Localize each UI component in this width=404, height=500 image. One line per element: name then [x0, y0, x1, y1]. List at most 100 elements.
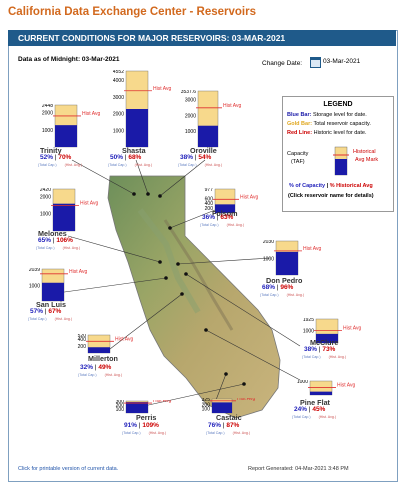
reservoir-name-link[interactable]: Perris	[136, 413, 157, 422]
tick-label: 100	[116, 407, 125, 413]
reservoir-name-link[interactable]: McClure	[310, 338, 339, 347]
reservoir-chart[interactable]: Hist Avg 2448 2000 1000	[31, 104, 113, 148]
reservoir-name-link[interactable]: San Luis	[36, 300, 66, 309]
percent-captions: (Total Cap.) (Hist. Avg.)	[36, 246, 81, 250]
storage-bar	[198, 125, 218, 147]
reservoir-name-link[interactable]: Don Pedro	[266, 276, 303, 285]
tick-label: 2000	[40, 194, 51, 200]
hist-avg-label: Hist Avg	[237, 398, 255, 402]
hist-avg-label: Hist Avg	[337, 383, 355, 389]
storage-bar	[55, 125, 77, 147]
storage-bar	[53, 203, 75, 231]
tick-label: 4552	[113, 70, 124, 75]
reservoir-chart[interactable]: Hist Avg 1000	[286, 380, 368, 396]
storage-bar	[316, 333, 338, 343]
reservoir-chart[interactable]: Hist Avg 2030 1000	[252, 240, 334, 276]
percent-captions: (Total Cap.) (Hist. Avg.)	[28, 317, 73, 321]
legend-capacity: Capacity	[287, 151, 309, 157]
storage-bar	[215, 204, 235, 213]
hist-avg-label: Hist Avg	[223, 103, 241, 109]
panel-header: CURRENT CONDITIONS FOR MAJOR RESERVOIRS:…	[8, 30, 396, 46]
hist-avg-label: Hist Avg	[115, 336, 133, 342]
connector-lines	[49, 159, 301, 407]
pct-separator: |	[123, 154, 129, 161]
hist-avg-label: Hist Avg	[82, 111, 100, 117]
tick-label: 1000	[303, 329, 314, 335]
reservoir-chart[interactable]: Hist Avg 4552 4000 3000 2000 1000	[102, 70, 184, 148]
reservoir-chart[interactable]: Hist Avg 1925 1000	[292, 318, 374, 344]
percent-values: 52% | 70%	[40, 154, 71, 161]
pct-capacity: 76%	[208, 422, 222, 429]
change-date-value[interactable]: 03-Mar-2021	[323, 58, 361, 65]
change-date-label: Change Date:	[262, 60, 303, 67]
pct-hist: 68%	[128, 154, 142, 161]
tick-label: 200	[202, 402, 211, 408]
pct-hist: 54%	[198, 154, 212, 161]
percent-values: 38% | 73%	[304, 346, 335, 353]
page-title: California Data Exchange Center - Reserv…	[8, 6, 256, 18]
pct-hist: 45%	[312, 406, 326, 413]
percent-captions: (Total Cap.) (Hist. Avg.)	[108, 163, 153, 167]
pct-capacity: 38%	[180, 154, 194, 161]
reservoir-name-link[interactable]: Folsom	[212, 209, 238, 218]
storage-bar	[310, 391, 332, 395]
tick-label: 325	[202, 398, 211, 403]
reservoir-chart[interactable]: Hist Avg 2039 1000	[18, 268, 100, 302]
tick-label: 1000	[297, 380, 308, 385]
hist-avg-label: Hist Avg	[240, 194, 258, 200]
storage-bar	[276, 251, 298, 275]
percent-values: 68% | 96%	[262, 284, 293, 291]
reservoir-name-link[interactable]: Millerton	[88, 354, 118, 363]
pct-separator: |	[215, 214, 221, 221]
pct-hist: 87%	[226, 422, 240, 429]
percent-captions: (Total Cap.) (Hist. Avg.)	[302, 355, 347, 359]
reservoir-name-link[interactable]: Trinity	[40, 146, 62, 155]
pct-separator: |	[43, 308, 49, 315]
legend-gold: Gold Bar: Total reservoir capacity.	[287, 121, 371, 127]
percent-captions: (Total Cap.) (Hist. Avg.)	[38, 163, 83, 167]
tick-label: 1000	[185, 129, 196, 135]
pct-hist: 67%	[48, 308, 62, 315]
reservoir-name-link[interactable]: Oroville	[190, 146, 217, 155]
pct-hist: 109%	[142, 422, 159, 429]
percent-captions: (Total Cap.) (Hist. Avg.)	[260, 293, 305, 297]
pct-capacity: 68%	[262, 284, 276, 291]
percent-values: 36% | 63%	[202, 214, 233, 221]
tick-label: 200	[116, 403, 125, 409]
hist-avg-label: Hist Avg	[153, 400, 171, 404]
tick-label: 1000	[29, 283, 40, 289]
storage-bar	[126, 402, 148, 413]
tick-label: 1000	[40, 212, 51, 218]
percent-captions: (Total Cap.) (Hist. Avg.)	[178, 163, 223, 167]
percent-values: 76% | 87%	[208, 422, 239, 429]
pct-capacity: 50%	[110, 154, 124, 161]
hist-avg-label: Hist Avg	[303, 246, 321, 252]
pct-separator: |	[51, 237, 57, 244]
tick-label: 2000	[113, 112, 124, 118]
pct-hist: 96%	[280, 284, 294, 291]
legend-pct: % of Capacity | % Historical Avg	[289, 183, 373, 189]
tick-label: 1000	[113, 128, 124, 134]
storage-bar	[42, 282, 64, 301]
tick-label: 300	[116, 400, 125, 405]
legend-sample-chart	[333, 146, 349, 176]
pct-separator: |	[93, 364, 99, 371]
reservoir-name-link[interactable]: Shasta	[122, 146, 146, 155]
legend-taf: (TAF)	[291, 159, 305, 165]
printable-version-link[interactable]: Click for printable version of current d…	[18, 466, 119, 472]
pct-hist: 73%	[322, 346, 336, 353]
pct-hist: 49%	[98, 364, 112, 371]
tick-label: 3000	[185, 98, 196, 104]
calendar-icon[interactable]	[310, 57, 321, 68]
pct-capacity: 91%	[124, 422, 138, 429]
reservoir-name-link[interactable]: Pine Flat	[300, 398, 330, 407]
reservoir-chart[interactable]: Hist Avg 3537.6 3000 2000 1000	[174, 90, 254, 148]
pct-capacity: 57%	[30, 308, 44, 315]
reservoir-name-link[interactable]: Melones	[38, 229, 67, 238]
reservoir-name-link[interactable]: Castaic	[216, 413, 242, 422]
